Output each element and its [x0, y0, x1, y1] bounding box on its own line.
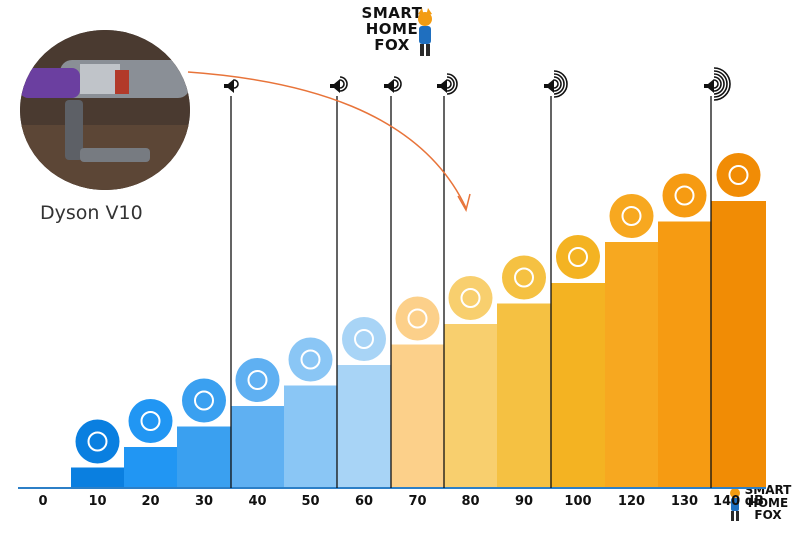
- tick-label: 40: [248, 494, 266, 509]
- speaker-icon: [704, 67, 731, 101]
- fox-mascot-small-icon: [730, 488, 740, 521]
- bar-60: [337, 365, 391, 488]
- tick-label: 90: [515, 494, 533, 509]
- speaker-icon: [437, 73, 458, 95]
- smart-home-fox-logo: SMART HOME FOX: [361, 4, 423, 54]
- speaker-icon: [384, 76, 402, 93]
- tick-label: 100: [564, 494, 591, 509]
- bar-50: [284, 385, 337, 488]
- tick-label: 120: [618, 494, 645, 509]
- smart-home-fox-logo-small: SMART HOME FOX: [744, 483, 792, 523]
- bar-40: [231, 406, 284, 488]
- tick-label: 140 dB: [713, 494, 764, 509]
- bar-20: [124, 447, 177, 488]
- pointer-arrowhead: [457, 193, 471, 212]
- speaker-icon: [330, 76, 348, 93]
- piano-icon: [448, 276, 493, 320]
- tick-label: 70: [408, 494, 426, 509]
- speaker-icon: [224, 79, 239, 93]
- trombone-icon: [609, 194, 654, 238]
- police-car-icon: [662, 173, 707, 218]
- hair-dryer-icon: [502, 255, 546, 300]
- bar-10: [71, 467, 124, 488]
- rain-icon: [288, 337, 333, 382]
- tick-label: 50: [301, 494, 319, 509]
- tick-label: 10: [88, 494, 106, 509]
- tick-label: 80: [461, 494, 479, 509]
- leaves-icon: [128, 399, 173, 443]
- fireworks-icon: [716, 153, 761, 197]
- dyson-v10-photo: [20, 30, 190, 190]
- tick-label: 60: [355, 494, 373, 509]
- bar-30: [177, 426, 231, 488]
- pointer-arrow: [187, 71, 467, 209]
- bar-80: [444, 324, 497, 488]
- tick-label: 130: [671, 494, 698, 509]
- fox-mascot-icon: [418, 8, 432, 56]
- tick-label: 0: [38, 494, 47, 509]
- bar-90: [497, 303, 551, 488]
- bar-70: [391, 344, 444, 488]
- product-label: Dyson V10: [40, 202, 143, 224]
- tick-label: 30: [195, 494, 213, 509]
- whisper-icon: [182, 378, 226, 423]
- coffee-machine-icon: [556, 235, 600, 279]
- fridge-icon: [235, 358, 280, 402]
- speaker-icon: [544, 70, 568, 98]
- bar-120: [605, 242, 658, 488]
- speech-bubbles-icon: [342, 317, 386, 361]
- bar-100: [551, 283, 605, 488]
- bar-130: [658, 221, 711, 488]
- tick-label: 20: [141, 494, 159, 509]
- bar-140-dB: [711, 201, 766, 488]
- washing-machine-icon: [395, 296, 440, 341]
- lungs-icon: [75, 419, 120, 464]
